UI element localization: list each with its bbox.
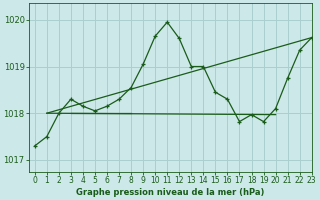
X-axis label: Graphe pression niveau de la mer (hPa): Graphe pression niveau de la mer (hPa) — [76, 188, 264, 197]
